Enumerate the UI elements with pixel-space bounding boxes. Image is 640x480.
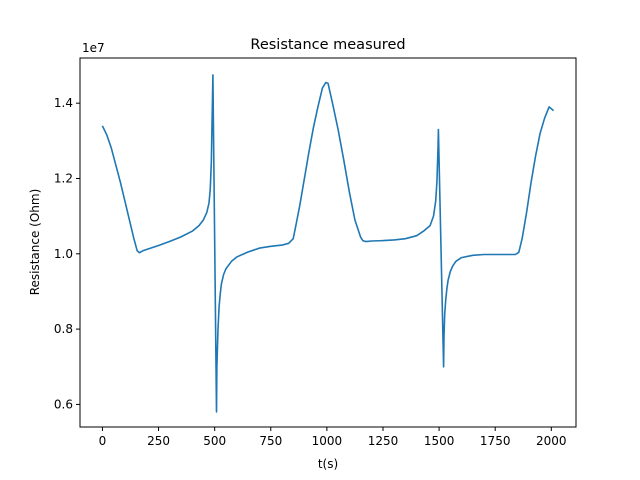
y-tick-label: 1.2 bbox=[54, 171, 73, 185]
x-tick-label: 0 bbox=[99, 434, 107, 448]
x-axis: 0 250 500 750 1000 1250 1500 1750 2000 bbox=[99, 427, 567, 448]
y-scale-multiplier: 1e7 bbox=[82, 41, 105, 55]
x-axis-label: t(s) bbox=[318, 457, 338, 471]
series-line bbox=[101, 74, 555, 413]
x-tick-label: 750 bbox=[259, 434, 282, 448]
plot-area bbox=[101, 74, 555, 413]
x-tick-label: 2000 bbox=[536, 434, 567, 448]
y-tick-label: 0.6 bbox=[54, 397, 73, 411]
x-tick-label: 500 bbox=[203, 434, 226, 448]
chart-title: Resistance measured bbox=[250, 37, 405, 53]
y-tick-label: 1.0 bbox=[54, 247, 73, 261]
x-tick-label: 1250 bbox=[368, 434, 399, 448]
x-tick-label: 1000 bbox=[312, 434, 343, 448]
y-tick-label: 1.4 bbox=[54, 96, 73, 110]
y-tick-label: 0.8 bbox=[54, 322, 73, 336]
x-tick-label: 1750 bbox=[480, 434, 511, 448]
x-tick-label: 1500 bbox=[424, 434, 455, 448]
axes-frame bbox=[79, 57, 577, 428]
y-axis-label: Resistance (Ohm) bbox=[28, 189, 42, 296]
y-axis: 0.6 0.8 1.0 1.2 1.4 bbox=[54, 96, 80, 411]
x-tick-label: 250 bbox=[147, 434, 170, 448]
